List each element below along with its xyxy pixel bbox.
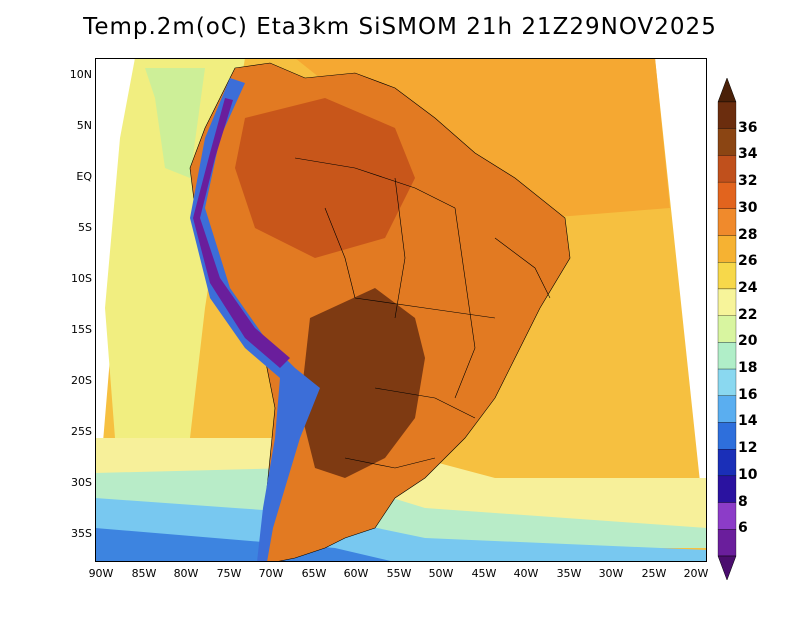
colorbar-swatch bbox=[717, 449, 737, 477]
colorbar-swatch bbox=[717, 315, 737, 343]
colorbar-swatch bbox=[717, 288, 737, 316]
lon-tick-label: 50W bbox=[428, 567, 454, 580]
lon-tick-label: 30W bbox=[598, 567, 624, 580]
colorbar-label: 32 bbox=[738, 173, 758, 190]
lon-tick-label: 90W bbox=[88, 567, 114, 580]
colorbar-swatch bbox=[717, 128, 737, 156]
lon-tick-label: 40W bbox=[513, 567, 539, 580]
lat-tick-label: 5S bbox=[78, 221, 92, 234]
lon-tick-label: 55W bbox=[386, 567, 412, 580]
colorbar-label: 8 bbox=[738, 493, 748, 510]
colorbar-swatch bbox=[717, 101, 737, 129]
colorbar-label: 6 bbox=[738, 520, 748, 537]
colorbar-swatch bbox=[717, 342, 737, 370]
colorbar-swatch bbox=[717, 529, 737, 557]
lat-tick-label: 5N bbox=[76, 119, 92, 132]
colorbar-label: 20 bbox=[738, 333, 758, 350]
lon-tick-label: 80W bbox=[173, 567, 199, 580]
lon-tick-label: 70W bbox=[258, 567, 284, 580]
colorbar-label: 22 bbox=[738, 306, 758, 323]
lon-tick-label: 85W bbox=[131, 567, 157, 580]
colorbar-swatch bbox=[717, 235, 737, 263]
colorbar-label: 26 bbox=[738, 253, 758, 270]
colorbar-label: 16 bbox=[738, 386, 758, 403]
colorbar-swatch bbox=[717, 422, 737, 450]
lat-tick-label: 30S bbox=[71, 476, 92, 489]
colorbar-label: 36 bbox=[738, 119, 758, 136]
lat-tick-label: 35S bbox=[71, 527, 92, 540]
temperature-colorbar bbox=[717, 78, 737, 580]
lat-tick-label: 10S bbox=[71, 272, 92, 285]
colorbar-swatch bbox=[717, 262, 737, 290]
colorbar-swatch bbox=[717, 475, 737, 503]
ocean-band-pacific-green bbox=[145, 68, 205, 178]
colorbar-label: 28 bbox=[738, 226, 758, 243]
colorbar-swatch bbox=[717, 368, 737, 396]
colorbar-label: 14 bbox=[738, 413, 758, 430]
political-boundaries bbox=[294, 157, 551, 469]
lat-tick-label: 20S bbox=[71, 374, 92, 387]
colorbar-bottom-arrow bbox=[717, 555, 737, 580]
colorbar-swatch bbox=[717, 208, 737, 236]
ocean-band-south-deep bbox=[95, 528, 395, 562]
colorbar-label: 30 bbox=[738, 199, 758, 216]
lon-tick-label: 75W bbox=[216, 567, 242, 580]
lon-tick-label: 25W bbox=[641, 567, 667, 580]
colorbar-label: 10 bbox=[738, 466, 758, 483]
colorbar-swatch bbox=[717, 395, 737, 423]
map-title: Temp.2m(oC) Eta3km SiSMOM 21h 21Z29NOV20… bbox=[83, 14, 717, 40]
lat-tick-label: EQ bbox=[76, 170, 92, 183]
colorbar-label: 24 bbox=[738, 279, 758, 296]
lat-tick-label: 25S bbox=[71, 425, 92, 438]
lon-tick-label: 65W bbox=[301, 567, 327, 580]
lat-tick-label: 10N bbox=[69, 68, 92, 81]
andes-very-cold bbox=[193, 98, 290, 368]
lon-tick-label: 60W bbox=[343, 567, 369, 580]
colorbar-label: 18 bbox=[738, 360, 758, 377]
colorbar-swatch bbox=[717, 181, 737, 209]
axis-frame bbox=[95, 58, 707, 562]
temperature-map bbox=[95, 58, 707, 562]
colorbar-label: 12 bbox=[738, 440, 758, 457]
colorbar-label: 34 bbox=[738, 146, 758, 163]
lon-tick-label: 20W bbox=[683, 567, 709, 580]
lon-tick-label: 45W bbox=[471, 567, 497, 580]
lat-tick-label: 15S bbox=[71, 323, 92, 336]
andes-cold-strip bbox=[190, 78, 320, 562]
lon-tick-label: 35W bbox=[556, 567, 582, 580]
interior-hot-zone bbox=[300, 288, 425, 478]
colorbar-swatch bbox=[717, 502, 737, 530]
colorbar-top-arrow bbox=[717, 78, 737, 103]
amazon-hot-zone bbox=[235, 98, 415, 258]
colorbar-swatch bbox=[717, 155, 737, 183]
